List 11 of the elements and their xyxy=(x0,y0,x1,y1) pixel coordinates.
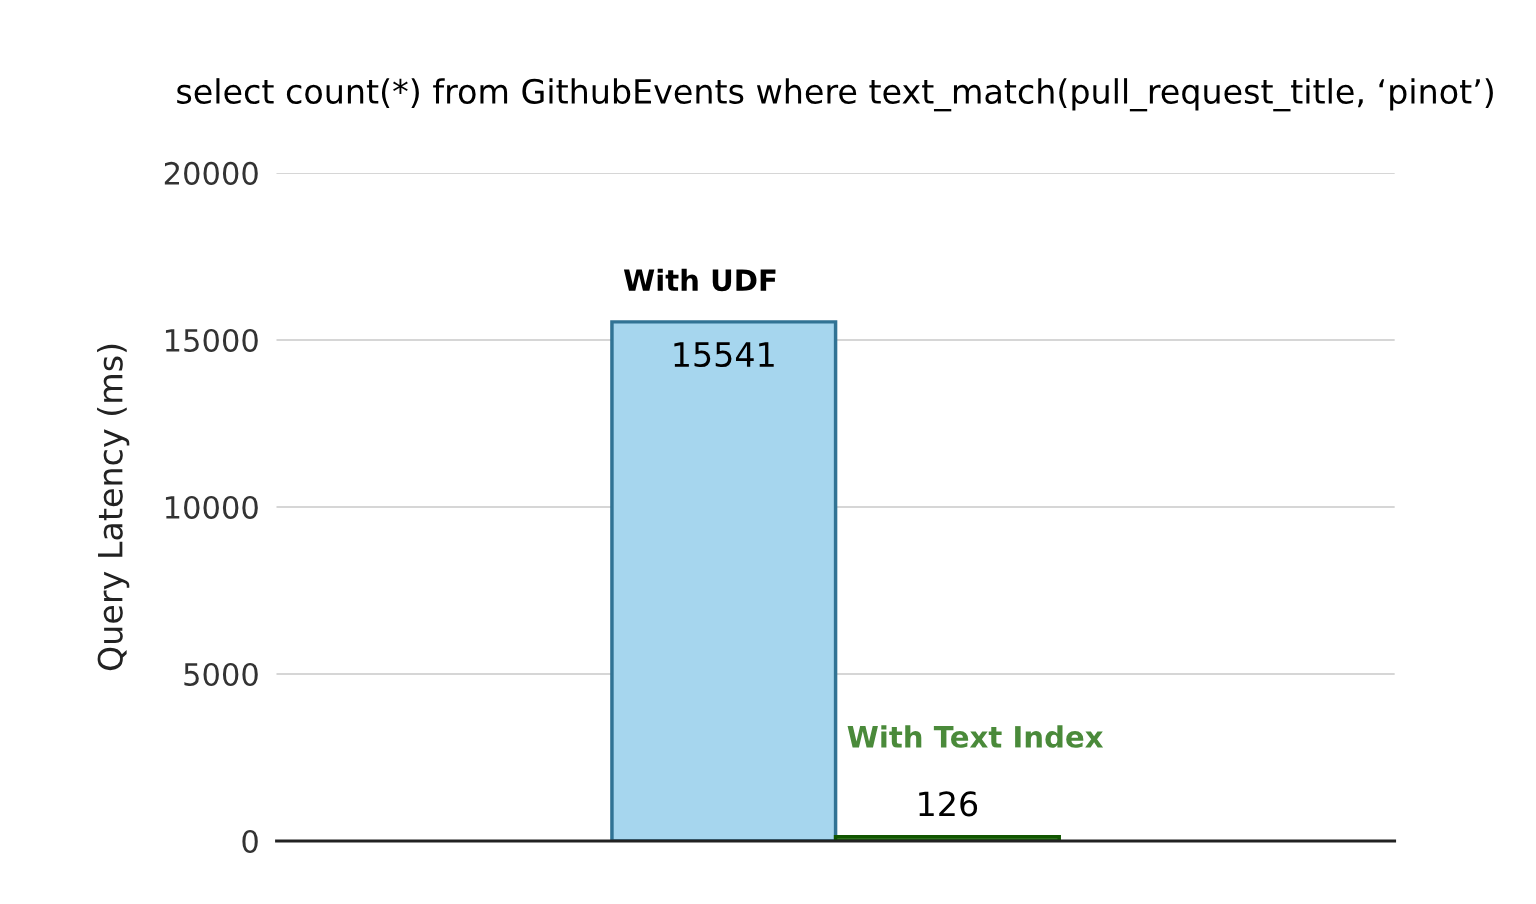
y-tick-label: 20000 xyxy=(164,161,258,185)
y-tick-label: 15000 xyxy=(165,328,258,352)
y-tick-label: 0 xyxy=(242,829,258,854)
data-label: 15541 xyxy=(674,342,774,368)
y-tick-label: 10000 xyxy=(165,495,258,520)
text: With Text Index xyxy=(847,725,1104,748)
y-axis-title: Query Latency (ms) xyxy=(97,344,130,671)
series-label: With UDF xyxy=(623,268,776,292)
chart-title: select count(*) from GithubEvents where text_match(pull_request_title, ‘pinot’) xyxy=(177,78,1493,112)
y-tick-label: 5000 xyxy=(184,662,258,687)
data-label: 126 xyxy=(919,791,978,817)
